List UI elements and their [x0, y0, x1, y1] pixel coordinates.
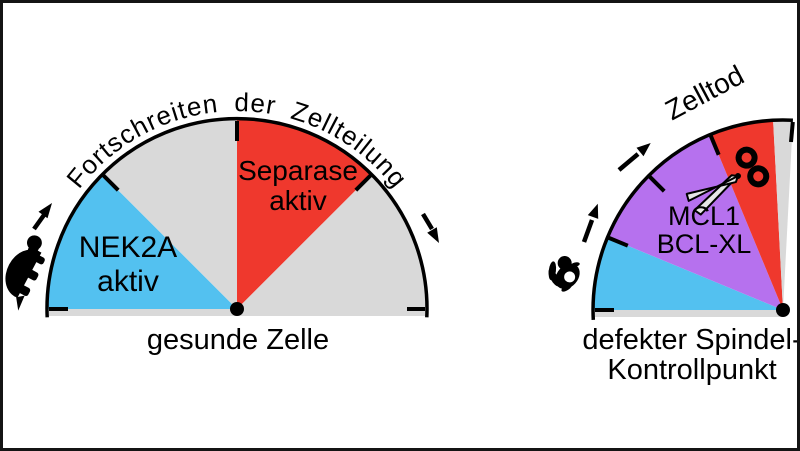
- nek2a-label-line1: NEK2A: [79, 231, 177, 264]
- sector-gray-late: [237, 174, 427, 309]
- rabbit-icon: [548, 256, 580, 292]
- arrow-down-right-icon: [421, 212, 439, 243]
- left-gauge-caption: gesunde Zelle: [147, 324, 329, 356]
- tick-112: [708, 134, 721, 156]
- cell-cycle-diagram: Fortschreiten der Zellteilung NEK: [5, 59, 800, 386]
- mcl1-label-line2: BCL-XL: [657, 229, 752, 259]
- right-gauge-ticks: [595, 121, 795, 312]
- tick-45: [354, 174, 372, 192]
- tick-135: [102, 174, 120, 192]
- arrow-up-icon: [581, 203, 599, 243]
- sector-nek2a-blue: [47, 174, 237, 309]
- turtle-icon: [5, 235, 45, 311]
- arrow-up-left-icon: [32, 203, 52, 231]
- tick-end: [789, 121, 795, 143]
- scissors-icon: [685, 146, 770, 216]
- mcl1-label-line1: MCL1: [668, 201, 740, 231]
- tick-135: [647, 174, 666, 193]
- right-gauge-caption-line1: defekter Spindel-: [582, 324, 800, 356]
- zelltod-label: Zelltod: [660, 59, 749, 126]
- left-center-dot: [230, 302, 244, 316]
- separase-label-line1: Separase: [238, 155, 358, 186]
- right-gauge: Zelltod MCL1 BCL-XL defekter Spindel- Ko…: [548, 59, 800, 386]
- separase-label-line2: aktiv: [269, 185, 327, 216]
- left-gauge-ticks: [49, 121, 425, 311]
- left-gauge: Fortschreiten der Zellteilung NEK: [5, 87, 439, 356]
- sector-gray-early: [102, 119, 237, 309]
- arrow-up-right-icon: [617, 143, 651, 172]
- sector-gray-sliver: [773, 120, 793, 310]
- right-gauge-caption-line2: Kontrollpunkt: [607, 354, 776, 386]
- right-direction-arrows: [581, 143, 651, 243]
- nek2a-label-line2: aktiv: [97, 265, 159, 298]
- right-center-dot: [776, 303, 790, 317]
- left-direction-arrows: [32, 203, 439, 243]
- sector-separase-red: [237, 119, 372, 309]
- right-baseline-strip: [594, 310, 783, 317]
- left-gauge-arc-outline: [45, 116, 429, 318]
- right-gauge-arc-outline: [591, 118, 793, 320]
- sector-blue-compressed: [593, 237, 783, 310]
- tick-157: [607, 235, 629, 248]
